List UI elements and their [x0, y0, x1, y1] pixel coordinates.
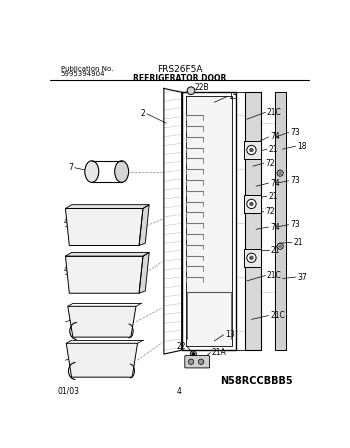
Circle shape: [250, 202, 253, 206]
FancyBboxPatch shape: [244, 249, 261, 267]
Text: 21: 21: [270, 246, 280, 254]
Polygon shape: [68, 306, 136, 337]
Polygon shape: [139, 205, 149, 246]
Polygon shape: [66, 343, 138, 377]
Text: 73: 73: [290, 177, 300, 185]
Ellipse shape: [115, 161, 128, 182]
Circle shape: [277, 243, 283, 250]
Polygon shape: [246, 93, 260, 349]
Text: 5995394904: 5995394904: [61, 72, 105, 78]
Text: 4: 4: [68, 315, 73, 324]
Text: 21A: 21A: [212, 348, 227, 357]
Text: 21C: 21C: [270, 311, 285, 320]
Text: 4: 4: [177, 387, 182, 396]
Circle shape: [247, 146, 256, 155]
Circle shape: [188, 359, 194, 365]
Polygon shape: [65, 208, 143, 246]
Text: 49: 49: [63, 217, 73, 226]
Circle shape: [250, 256, 253, 259]
Circle shape: [198, 359, 204, 365]
Text: 7: 7: [68, 163, 73, 172]
Polygon shape: [65, 256, 143, 293]
Text: FRS26F5A: FRS26F5A: [157, 65, 202, 74]
Circle shape: [277, 170, 283, 176]
Text: 72: 72: [265, 159, 275, 168]
Polygon shape: [65, 205, 149, 208]
Circle shape: [187, 87, 195, 95]
Circle shape: [247, 199, 256, 208]
Text: 21: 21: [268, 192, 278, 201]
Text: 37: 37: [297, 272, 307, 281]
Circle shape: [190, 351, 196, 357]
Text: 15: 15: [228, 92, 238, 101]
Text: 18: 18: [297, 142, 307, 151]
Text: 4: 4: [68, 352, 73, 361]
Text: 73: 73: [290, 128, 300, 137]
Polygon shape: [139, 252, 149, 293]
FancyBboxPatch shape: [244, 195, 261, 213]
Text: 22: 22: [176, 342, 186, 351]
FancyBboxPatch shape: [244, 141, 261, 159]
Text: 49: 49: [63, 265, 73, 274]
Circle shape: [279, 245, 281, 247]
Text: N58RCCBBB5: N58RCCBBB5: [220, 376, 293, 386]
Text: 72: 72: [265, 207, 275, 216]
Circle shape: [192, 353, 195, 355]
Ellipse shape: [85, 161, 99, 182]
Circle shape: [247, 253, 256, 263]
Polygon shape: [186, 97, 231, 345]
Text: 21C: 21C: [267, 108, 282, 117]
Circle shape: [250, 148, 253, 151]
Text: 74: 74: [270, 223, 280, 232]
Text: 21C: 21C: [267, 271, 282, 280]
Text: 01/03: 01/03: [58, 387, 80, 396]
Text: 73: 73: [290, 220, 300, 229]
Text: 2: 2: [141, 109, 145, 118]
Polygon shape: [275, 93, 285, 349]
Polygon shape: [65, 252, 149, 256]
Text: 74: 74: [270, 179, 280, 188]
Circle shape: [279, 172, 281, 174]
Text: 21: 21: [268, 145, 278, 154]
Text: 22B: 22B: [195, 83, 210, 92]
Text: 74: 74: [270, 133, 280, 142]
Text: Publication No.: Publication No.: [61, 66, 113, 72]
FancyBboxPatch shape: [185, 356, 210, 368]
Text: 13: 13: [225, 330, 235, 339]
Text: 21: 21: [293, 238, 303, 247]
Text: REFRIGERATOR DOOR: REFRIGERATOR DOOR: [133, 74, 226, 83]
